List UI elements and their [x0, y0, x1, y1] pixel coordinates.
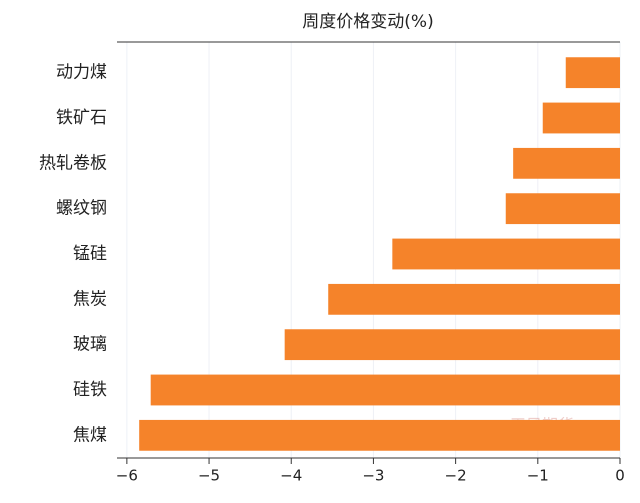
bar: [513, 147, 620, 179]
y-tick-label: 铁矿石: [56, 108, 107, 128]
bar: [328, 283, 620, 315]
y-tick-label: 玻璃: [73, 335, 107, 355]
x-tick-label: −1: [527, 467, 549, 485]
y-tick-label: 锰硅: [73, 244, 107, 264]
y-tick-label: 焦炭: [73, 289, 107, 309]
bar: [565, 57, 620, 89]
chart-title: 周度价格变动(%): [302, 12, 433, 32]
y-tick-label: 硅铁: [73, 380, 107, 400]
bar: [392, 238, 620, 270]
bar: [542, 102, 620, 134]
x-tick-label: −3: [362, 467, 384, 485]
y-tick-label: 热轧卷板: [39, 153, 107, 173]
x-tick-label: −6: [116, 467, 138, 485]
x-tick-label: 0: [615, 467, 625, 485]
y-tick-label: 焦煤: [73, 425, 107, 445]
bar: [284, 329, 620, 361]
bar: [150, 374, 621, 406]
y-tick-label: 动力煤: [56, 63, 107, 83]
bar: [505, 193, 620, 225]
y-tick-label: 螺纹钢: [56, 199, 107, 219]
x-tick-label: −4: [280, 467, 302, 485]
x-tick-label: −5: [198, 467, 220, 485]
x-tick-label: −2: [445, 467, 467, 485]
bar: [139, 419, 621, 451]
